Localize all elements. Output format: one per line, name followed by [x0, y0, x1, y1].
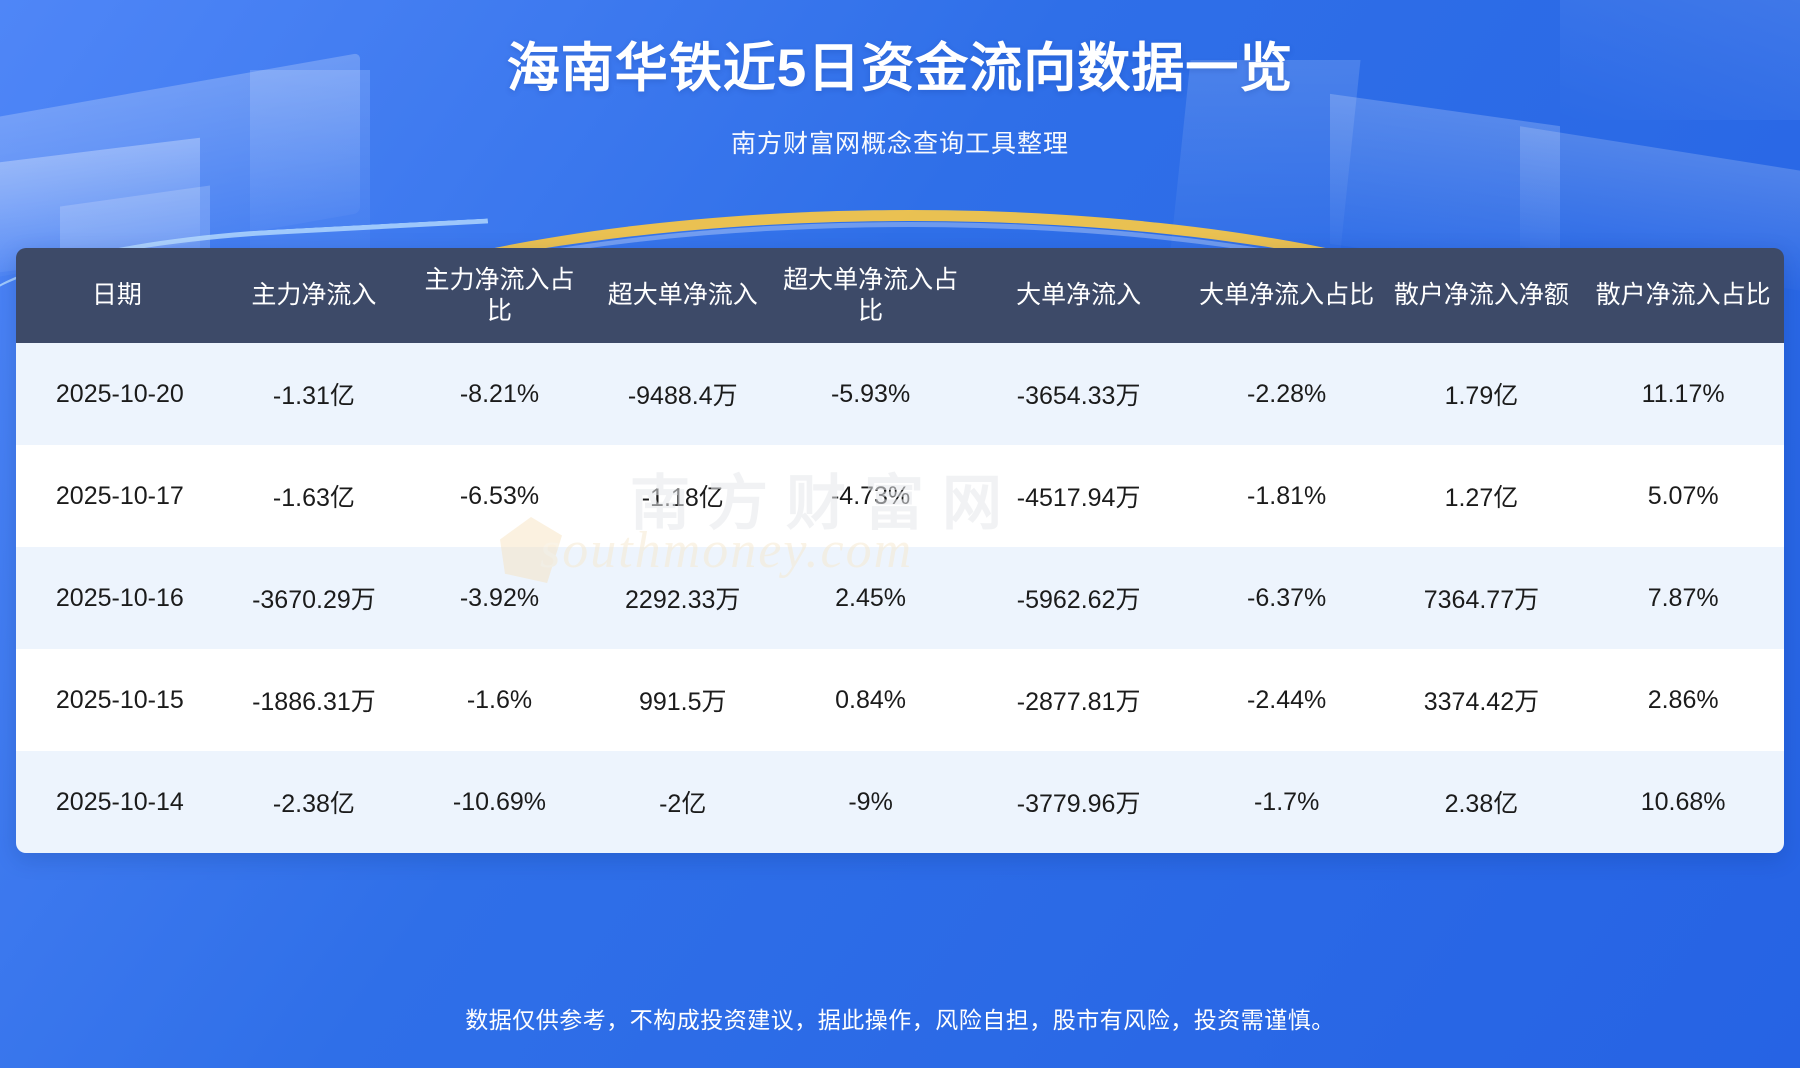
cell-date: 2025-10-20: [16, 343, 218, 445]
cell-retail-pct: 5.07%: [1582, 445, 1784, 547]
data-table-card: 日期 主力净流入 主力净流入占比 超大单净流入 超大单净流入占比 大单净流入 大…: [16, 248, 1784, 853]
cell-xl-net: -9488.4万: [588, 343, 777, 445]
cell-retail-pct: 11.17%: [1582, 343, 1784, 445]
page-footer: 数据仅供参考，不构成投资建议，据此操作，风险自担，股市有风险，投资需谨慎。: [0, 968, 1800, 1068]
fund-flow-table: 日期 主力净流入 主力净流入占比 超大单净流入 超大单净流入占比 大单净流入 大…: [16, 248, 1784, 853]
column-header-retail-pct: 散户净流入占比: [1582, 248, 1784, 343]
cell-lg-net: -5962.62万: [964, 547, 1193, 649]
column-header-date: 日期: [16, 248, 218, 343]
cell-retail-net: 2.38亿: [1380, 751, 1583, 853]
cell-lg-net: -2877.81万: [964, 649, 1193, 751]
page-subtitle: 南方财富网概念查询工具整理: [730, 130, 1069, 159]
cell-xl-pct: 0.84%: [776, 649, 965, 751]
column-header-lg-net: 大单净流入: [964, 248, 1193, 343]
page-title: 海南华铁近5日资金流向数据一览: [506, 39, 1294, 98]
cell-lg-pct: -2.44%: [1192, 649, 1381, 751]
table-row: 2025-10-15 -1886.31万 -1.6% 991.5万 0.84% …: [16, 649, 1784, 751]
table-row: 2025-10-17 -1.63亿 -6.53% -1.18亿 -4.73% -…: [16, 445, 1784, 547]
cell-retail-net: 7364.77万: [1380, 547, 1583, 649]
cell-date: 2025-10-14: [16, 751, 218, 853]
cell-lg-net: -4517.94万: [964, 445, 1193, 547]
cell-retail-net: 1.27亿: [1380, 445, 1583, 547]
cell-main-net: -1.31亿: [217, 343, 411, 445]
column-header-lg-pct: 大单净流入占比: [1192, 248, 1381, 343]
cell-xl-pct: -5.93%: [776, 343, 965, 445]
column-header-xl-net: 超大单净流入: [588, 248, 777, 343]
cell-main-net: -3670.29万: [217, 547, 411, 649]
cell-retail-pct: 10.68%: [1582, 751, 1784, 853]
cell-main-pct: -1.6%: [410, 649, 589, 751]
column-header-retail-net: 散户净流入净额: [1380, 248, 1583, 343]
cell-xl-net: 991.5万: [588, 649, 777, 751]
cell-xl-pct: -4.73%: [776, 445, 965, 547]
cell-date: 2025-10-17: [16, 445, 218, 547]
table-row: 2025-10-14 -2.38亿 -10.69% -2亿 -9% -3779.…: [16, 751, 1784, 853]
cell-main-net: -2.38亿: [217, 751, 411, 853]
cell-main-pct: -10.69%: [410, 751, 589, 853]
cell-date: 2025-10-15: [16, 649, 218, 751]
table-row: 2025-10-20 -1.31亿 -8.21% -9488.4万 -5.93%…: [16, 343, 1784, 445]
cell-lg-net: -3654.33万: [964, 343, 1193, 445]
column-header-main-net: 主力净流入: [217, 248, 411, 343]
cell-date: 2025-10-16: [16, 547, 218, 649]
column-header-xl-pct: 超大单净流入占比: [776, 248, 965, 343]
cell-lg-pct: -6.37%: [1192, 547, 1381, 649]
cell-lg-pct: -1.7%: [1192, 751, 1381, 853]
cell-main-pct: -3.92%: [410, 547, 589, 649]
cell-main-net: -1886.31万: [217, 649, 411, 751]
table-header-row: 日期 主力净流入 主力净流入占比 超大单净流入 超大单净流入占比 大单净流入 大…: [16, 248, 1784, 343]
column-header-main-pct: 主力净流入占比: [410, 248, 589, 343]
disclaimer-text: 数据仅供参考，不构成投资建议，据此操作，风险自担，股市有风险，投资需谨慎。: [465, 1007, 1335, 1033]
cell-retail-net: 1.79亿: [1380, 343, 1583, 445]
cell-xl-pct: 2.45%: [776, 547, 965, 649]
cell-lg-pct: -2.28%: [1192, 343, 1381, 445]
cell-lg-net: -3779.96万: [964, 751, 1193, 853]
page-header: 海南华铁近5日资金流向数据一览 南方财富网概念查询工具整理: [0, 0, 1800, 250]
cell-retail-pct: 2.86%: [1582, 649, 1784, 751]
cell-xl-pct: -9%: [776, 751, 965, 853]
cell-lg-pct: -1.81%: [1192, 445, 1381, 547]
cell-main-pct: -6.53%: [410, 445, 589, 547]
cell-xl-net: -2亿: [588, 751, 777, 853]
cell-retail-pct: 7.87%: [1582, 547, 1784, 649]
cell-xl-net: 2292.33万: [588, 547, 777, 649]
cell-main-net: -1.63亿: [217, 445, 411, 547]
cell-retail-net: 3374.42万: [1380, 649, 1583, 751]
cell-main-pct: -8.21%: [410, 343, 589, 445]
table-row: 2025-10-16 -3670.29万 -3.92% 2292.33万 2.4…: [16, 547, 1784, 649]
cell-xl-net: -1.18亿: [588, 445, 777, 547]
